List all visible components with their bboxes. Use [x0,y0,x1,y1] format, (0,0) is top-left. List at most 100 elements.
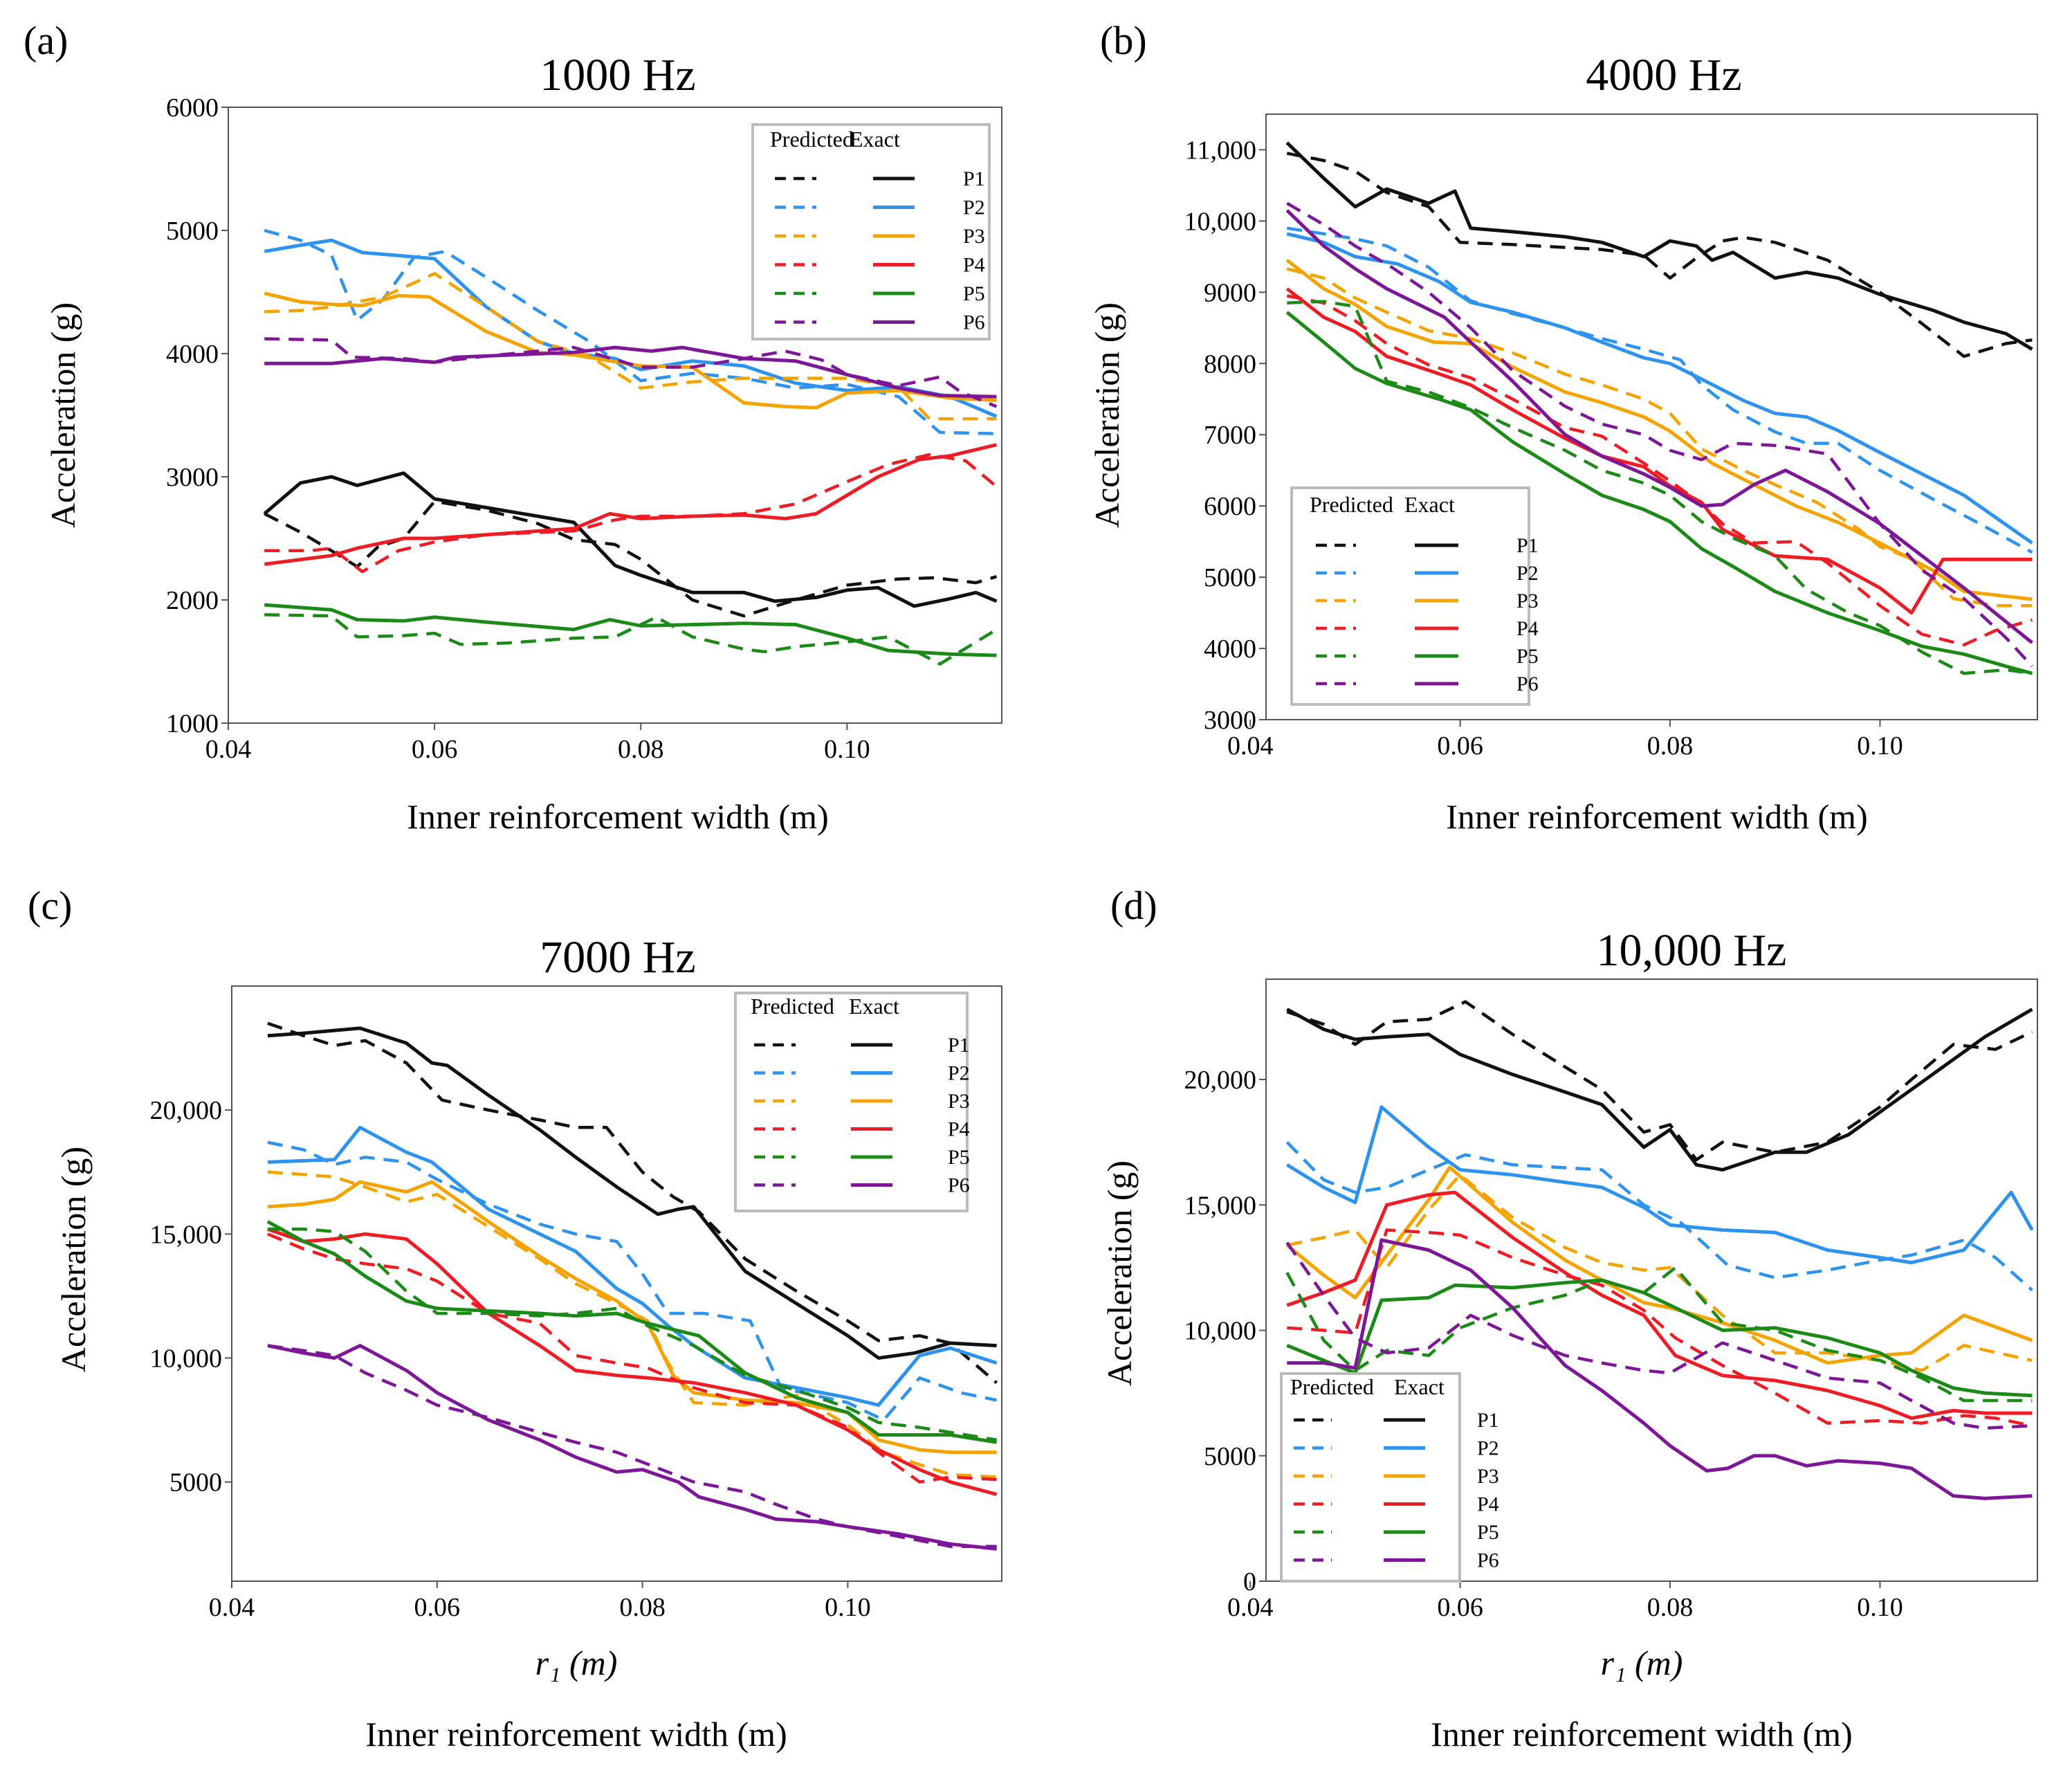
series-p2-predicted [267,1140,998,1422]
legend-header-exact: Exact [850,127,900,152]
series-p3-exact [267,1180,997,1455]
x-tick-label: 0.08 [1647,731,1694,760]
x-tick-label: 0.04 [205,735,252,764]
y-tick-label: 9000 [1204,278,1256,307]
x-tick-label: 0.10 [825,1593,871,1622]
y-tick-label: 6000 [1204,492,1256,521]
series-p2-predicted [1286,226,2033,554]
legend-box [1280,1372,1461,1583]
legend-label: P5 [1477,1521,1499,1544]
x-axis-sublabel: r₁ (m) [535,1643,618,1682]
y-axis-label: Acceleration (g) [44,302,82,528]
y-tick-label: 4000 [1204,635,1256,664]
chart-panel-a: 0.04 0.06 0.08 0.10 1000 2000 3000 4000 5000 6000… [24,18,1002,836]
panel-label: (d) [1110,883,1157,928]
y-tick-label: 2000 [166,586,219,615]
legend-label: P2 [948,1062,970,1085]
legend-label: P3 [1516,590,1539,612]
series-p5-exact [264,603,997,657]
legend-label: P2 [963,197,985,219]
legend-label: P1 [963,167,985,190]
panel-label: (a) [24,18,68,63]
y-tick-label: 8000 [1204,349,1256,379]
x-tick-label: 0.08 [619,1593,666,1622]
series-p6-exact [1287,1238,2033,1500]
series-p2-exact [1286,232,2033,545]
x-tick-label: 0.10 [1857,1593,1903,1622]
y-tick-label: 5000 [1204,1442,1256,1471]
legend-label: P1 [1477,1409,1499,1432]
legend-header-exact: Exact [1404,492,1455,517]
series-p5-exact [1285,311,2033,675]
legend-label: P1 [1516,534,1539,557]
legend-label: P5 [1516,645,1539,668]
y-tick-label: 10,000 [150,1345,223,1374]
series-lines [266,1021,998,1551]
series-p5-exact [266,1220,997,1444]
chart-panel-c: 0.04 0.06 0.08 0.10 5000 10,000 15,000 20,000 (c… [28,883,1002,1753]
legend-label: P6 [1477,1549,1499,1572]
legend-label: P6 [963,311,985,334]
series-p4-exact [1285,287,2033,615]
series-p2-exact [267,1125,998,1407]
series-p4-predicted [1287,1228,2033,1428]
legend-label: P4 [963,254,985,277]
series-p6-predicted [1285,1241,2033,1430]
x-tick-label: 0.10 [824,735,870,764]
series-p5-predicted [1287,300,2033,675]
plot-frame [231,985,1002,1582]
y-axis-label: Acceleration (g) [1088,302,1126,528]
legend-label: P4 [1477,1493,1499,1516]
legend-header-exact: Exact [1394,1374,1445,1399]
series-p1-predicted [267,1021,998,1385]
x-tick-label: 0.06 [414,1593,461,1622]
x-axis-sublabel: r₁ (m) [1601,1643,1683,1682]
x-tick-label: 0.08 [618,735,664,764]
panel-label: (c) [28,883,72,928]
series-p1-predicted [1286,152,2033,358]
legend-box [1290,486,1530,706]
x-axis-label: Inner reinforcement width (m) [407,797,828,836]
series-p2-predicted [1285,1141,2033,1292]
series-p1-exact [1285,141,2033,351]
series-p3-exact [1285,259,2033,601]
plot-frame [1265,113,2038,720]
series-p1-exact [263,471,998,608]
y-tick-label: 5000 [169,1468,222,1497]
x-axis-label: Inner reinforcement width (m) [1431,1715,1852,1753]
legend-label: P3 [948,1090,970,1113]
legend-header-predicted: Predicted [770,127,854,152]
series-p2-predicted [264,228,997,435]
x-axis-label: Inner reinforcement width (m) [1446,797,1867,836]
legend-label: P6 [1516,673,1539,695]
x-tick-label: 0.04 [209,1593,255,1622]
chart-title: 10,000 Hz [1597,925,1787,976]
series-p2-exact [1285,1105,2034,1265]
legend-header-predicted: Predicted [751,994,834,1019]
x-tick-label: 0.06 [1437,731,1483,760]
y-tick-label: 6000 [166,93,219,122]
chart-panel-d: 0.04 0.06 0.08 0.10 0 5000 10,000 15,000 20,000 (… [1100,883,2038,1753]
y-tick-label: 5000 [1204,563,1256,592]
y-tick-label: 3000 [166,463,219,492]
x-axis-label: Inner reinforcement width (m) [365,1715,787,1753]
series-p4-predicted [1286,294,2033,647]
series-p2-exact [264,238,998,419]
y-tick-label: 10,000 [1184,1317,1257,1346]
legend-label: P6 [948,1174,970,1197]
series-p1-predicted [1286,1000,2033,1162]
x-tick-label: 0.06 [412,735,458,764]
panel-label: (b) [1100,18,1147,63]
series-p5-exact [1286,1278,2033,1398]
series-p3-exact [264,291,997,410]
legend-label: P1 [948,1034,970,1057]
chart-title: 4000 Hz [1586,50,1741,100]
legend-label: P4 [948,1118,970,1141]
series-p6-exact [264,345,997,399]
legend-label: P3 [963,225,985,248]
chart-title: 1000 Hz [540,50,695,100]
y-tick-label: 10,000 [1184,207,1257,236]
